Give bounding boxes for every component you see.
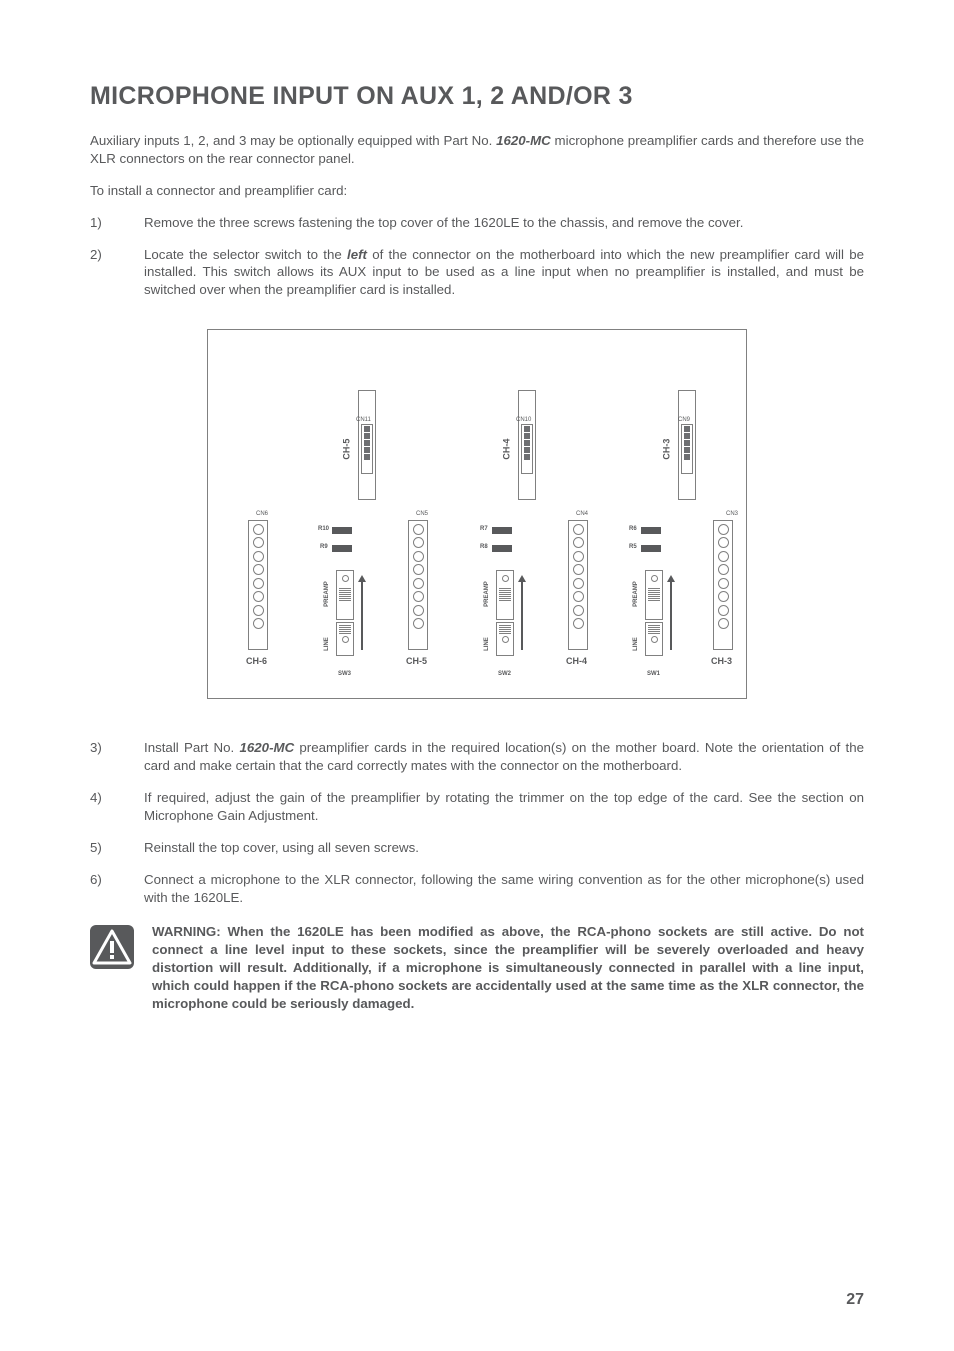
ch6-label: CH-6 xyxy=(246,655,267,667)
cn3-label: CN3 xyxy=(726,510,738,518)
warning-text: WARNING: When the 1620LE has been modifi… xyxy=(152,923,864,1013)
sw3-name: SW3 xyxy=(338,670,351,678)
r10 xyxy=(332,527,352,534)
preamp-label-2: PREAMP xyxy=(483,582,491,608)
step-number: 3) xyxy=(90,739,144,775)
conn-ch3 xyxy=(713,520,733,650)
r8 xyxy=(492,545,512,552)
motherboard-diagram: CN11 CH-5 CN10 CH-4 CN9 CH-3 CN6 CN5 CN4… xyxy=(207,329,747,699)
r10-label: R10 xyxy=(318,525,329,533)
r7-label: R7 xyxy=(480,525,488,533)
sw2-bot xyxy=(496,622,514,656)
line-label-3: LINE xyxy=(323,638,331,652)
intro-pre: Auxiliary inputs 1, 2, and 3 may be opti… xyxy=(90,133,496,148)
cn11-pins xyxy=(361,424,373,474)
warning-icon xyxy=(90,925,134,969)
sw1-name: SW1 xyxy=(647,670,660,678)
r6-label: R6 xyxy=(629,525,637,533)
ch3-vlabel: CH-3 xyxy=(660,439,672,460)
preamp-label-3: PREAMP xyxy=(323,582,331,608)
diagram-container: CN11 CH-5 CN10 CH-4 CN9 CH-3 CN6 CN5 CN4… xyxy=(90,329,864,699)
step-2-bold: left xyxy=(347,247,367,262)
cn10-pins xyxy=(521,424,533,474)
arrow-stem-3 xyxy=(361,582,363,650)
lead-text: To install a connector and preamplifier … xyxy=(90,182,864,200)
ch5-label: CH-5 xyxy=(406,655,427,667)
step-number: 2) xyxy=(90,246,144,300)
step-3-part: 1620-MC xyxy=(239,740,294,755)
conn-ch5 xyxy=(408,520,428,650)
preamp-label-1: PREAMP xyxy=(632,582,640,608)
arrow-stem-1 xyxy=(670,582,672,650)
step-body: Reinstall the top cover, using all seven… xyxy=(144,839,864,857)
step-number: 1) xyxy=(90,214,144,232)
ch4-vlabel: CH-4 xyxy=(500,439,512,460)
sw1-top xyxy=(645,570,663,620)
conn-ch6 xyxy=(248,520,268,650)
r8-label: R8 xyxy=(480,543,488,551)
ch3-label: CH-3 xyxy=(711,655,732,667)
r9-label: R9 xyxy=(320,543,328,551)
intro-paragraph: Auxiliary inputs 1, 2, and 3 may be opti… xyxy=(90,132,864,168)
r5-label: R5 xyxy=(629,543,637,551)
step-body: Install Part No. 1620-MC preamplifier ca… xyxy=(144,739,864,775)
step-2-pre: Locate the selector switch to the xyxy=(144,247,347,262)
step-4: 4) If required, adjust the gain of the p… xyxy=(90,789,864,825)
r5 xyxy=(641,545,661,552)
sw3-top xyxy=(336,570,354,620)
ch5-vlabel: CH-5 xyxy=(340,439,352,460)
step-3-pre: Install Part No. xyxy=(144,740,239,755)
step-2: 2) Locate the selector switch to the lef… xyxy=(90,246,864,300)
arrow-3 xyxy=(358,575,366,582)
r7 xyxy=(492,527,512,534)
cn5-label: CN5 xyxy=(416,510,428,518)
r6 xyxy=(641,527,661,534)
step-3: 3) Install Part No. 1620-MC preamplifier… xyxy=(90,739,864,775)
arrow-2 xyxy=(518,575,526,582)
sw3-bot xyxy=(336,622,354,656)
line-label-2: LINE xyxy=(483,638,491,652)
sw2-name: SW2 xyxy=(498,670,511,678)
step-1: 1) Remove the three screws fastening the… xyxy=(90,214,864,232)
page-title: MICROPHONE INPUT ON AUX 1, 2 AND/OR 3 xyxy=(90,80,864,114)
step-number: 6) xyxy=(90,871,144,907)
ch4-label: CH-4 xyxy=(566,655,587,667)
sw2-top xyxy=(496,570,514,620)
cn10-label: CN10 xyxy=(516,416,531,424)
step-body: Remove the three screws fastening the to… xyxy=(144,214,864,232)
line-label-1: LINE xyxy=(632,638,640,652)
cn9-label: CN9 xyxy=(678,416,690,424)
step-body: Locate the selector switch to the left o… xyxy=(144,246,864,300)
step-body: Connect a microphone to the XLR connecto… xyxy=(144,871,864,907)
arrow-stem-2 xyxy=(521,582,523,650)
cn9-pins xyxy=(681,424,693,474)
cn4-label: CN4 xyxy=(576,510,588,518)
cn6-label: CN6 xyxy=(256,510,268,518)
step-body: If required, adjust the gain of the prea… xyxy=(144,789,864,825)
conn-ch4 xyxy=(568,520,588,650)
step-6: 6) Connect a microphone to the XLR conne… xyxy=(90,871,864,907)
step-number: 4) xyxy=(90,789,144,825)
part-number: 1620-MC xyxy=(496,133,551,148)
step-5: 5) Reinstall the top cover, using all se… xyxy=(90,839,864,857)
r9 xyxy=(332,545,352,552)
arrow-1 xyxy=(667,575,675,582)
step-number: 5) xyxy=(90,839,144,857)
cn11-label: CN11 xyxy=(356,416,371,424)
sw1-bot xyxy=(645,622,663,656)
warning-block: WARNING: When the 1620LE has been modifi… xyxy=(90,923,864,1013)
page-number: 27 xyxy=(846,1289,864,1311)
